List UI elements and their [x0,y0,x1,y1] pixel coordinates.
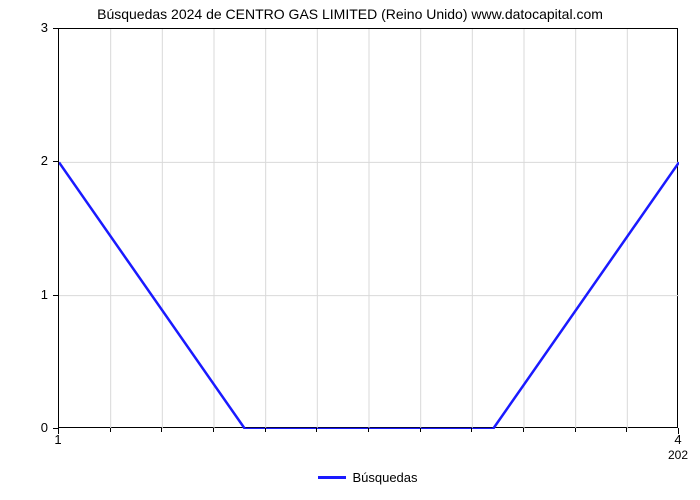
y-tick-mark [53,295,58,296]
plot-svg [59,29,679,429]
legend-line-icon [318,476,346,479]
x-tick-mark [110,428,111,432]
legend: Búsquedas [313,470,423,485]
x-tick-mark [316,428,317,432]
x-tick-mark [523,428,524,432]
x-tick-mark [678,428,679,434]
x-tick-mark [471,428,472,432]
plot-area [58,28,678,428]
legend-label: Búsquedas [352,470,417,485]
x-tick-mark [58,428,59,434]
y-tick-label: 2 [28,153,48,168]
y-tick-mark [53,28,58,29]
chart-container: Búsquedas 2024 de CENTRO GAS LIMITED (Re… [0,0,700,500]
x-sub-label: 202 [658,448,698,462]
y-tick-mark [53,161,58,162]
x-tick-mark [213,428,214,432]
y-tick-label: 1 [28,287,48,302]
x-tick-label: 4 [663,432,693,447]
x-tick-mark [575,428,576,432]
x-tick-mark [265,428,266,432]
x-tick-label: 1 [43,432,73,447]
x-tick-mark [368,428,369,432]
x-tick-mark [161,428,162,432]
x-tick-mark [626,428,627,432]
y-tick-label: 3 [28,20,48,35]
chart-title: Búsquedas 2024 de CENTRO GAS LIMITED (Re… [0,6,700,22]
x-tick-mark [420,428,421,432]
